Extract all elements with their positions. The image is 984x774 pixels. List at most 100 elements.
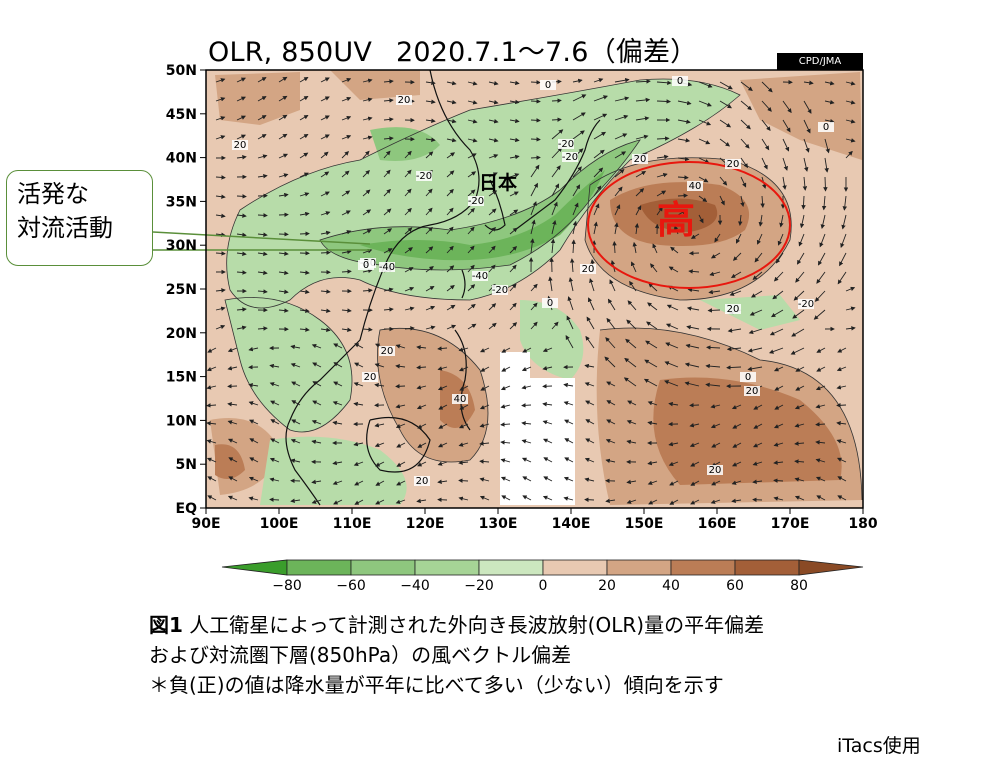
wind-arrow — [837, 271, 847, 285]
callout-pointer — [152, 231, 371, 245]
pos-patch-40 — [653, 377, 842, 485]
wind-arrow — [362, 97, 373, 102]
wind-arrow — [690, 499, 700, 505]
wind-arrow — [563, 476, 574, 482]
wind-arrow — [311, 479, 322, 485]
lat-tick-label: 20N — [166, 326, 197, 342]
contour-labels: 020200-20-20-20-40-20-20-40-2002040200-2… — [232, 76, 834, 487]
neg-band-40 — [320, 140, 640, 270]
wind-arrow — [458, 423, 469, 429]
wind-arrow — [698, 119, 712, 126]
wind-arrow — [782, 157, 788, 171]
wind-arrow — [761, 100, 772, 112]
wind-arrow — [416, 498, 427, 504]
wind-arrow — [479, 404, 490, 410]
wind-arrow — [396, 461, 406, 467]
wind-arrow — [290, 438, 301, 444]
wind-arrow — [437, 346, 448, 351]
wind-arrow — [530, 182, 538, 197]
wind-arrow — [521, 385, 532, 390]
wind-arrow — [845, 119, 856, 124]
wind-arrow — [509, 302, 517, 311]
wind-arrow — [586, 316, 595, 330]
wind-arrow — [605, 458, 616, 464]
wind-arrow — [840, 233, 847, 248]
wind-arrow — [353, 461, 364, 466]
wind-arrow — [467, 171, 477, 178]
wind-arrow — [417, 461, 427, 467]
figure-caption: 図1 人工衛星によって計測された外向き長波放射(OLR)量の平年偏差 および対流… — [149, 610, 764, 700]
wind-arrow — [824, 118, 835, 124]
wind-arrow — [374, 422, 385, 428]
wind-arrow — [794, 495, 805, 501]
wind-arrow — [845, 286, 856, 292]
contour-value-label: 20 — [727, 304, 740, 315]
wind-arrow — [467, 119, 478, 124]
wind-arrow — [647, 302, 658, 311]
wind-arrow — [207, 495, 217, 501]
wind-arrow — [839, 252, 847, 267]
wind-arrow — [333, 343, 343, 349]
wind-arrow — [362, 189, 371, 197]
wind-arrow — [299, 327, 310, 332]
wind-arrow — [823, 176, 828, 192]
wind-arrow — [530, 164, 540, 178]
wind-arrow — [677, 175, 689, 180]
wind-arrow — [530, 238, 535, 254]
contour-value-label: 20 — [381, 346, 394, 357]
wind-arrow — [705, 382, 721, 388]
wind-arrow — [299, 231, 310, 236]
wind-arrow — [215, 194, 226, 199]
wind-arrow — [752, 271, 763, 280]
wind-arrow — [278, 153, 289, 159]
contour-value-label: 20 — [364, 372, 377, 383]
wind-arrow — [542, 495, 553, 501]
wind-arrow — [341, 115, 352, 121]
wind-arrow — [333, 499, 343, 505]
pos-patch — [330, 70, 420, 100]
wind-arrow — [782, 176, 787, 190]
wind-arrow — [383, 228, 393, 235]
contour-value-label: 20 — [634, 154, 647, 165]
wind-arrow — [509, 137, 520, 143]
pos-patch — [740, 72, 862, 160]
wind-arrow — [770, 309, 784, 318]
wind-arrow — [425, 246, 434, 254]
lat-tick-label: 10N — [166, 413, 197, 429]
wind-arrow — [626, 499, 637, 504]
wind-arrow — [500, 422, 511, 427]
wind-arrow — [278, 114, 288, 121]
wind-arrow — [509, 283, 517, 292]
wind-arrow — [522, 347, 532, 353]
wind-arrow — [731, 480, 742, 485]
wind-arrow — [769, 347, 784, 354]
wind-arrow — [509, 173, 520, 178]
wind-arrow — [446, 226, 454, 235]
wind-arrow — [416, 404, 427, 410]
lon-tick-label: 150E — [625, 516, 664, 532]
wind-arrow — [593, 167, 604, 178]
wind-arrow — [269, 457, 280, 463]
wind-arrow — [779, 214, 784, 228]
wind-arrow — [509, 191, 519, 197]
wind-arrow — [572, 112, 586, 121]
wind-arrow — [320, 230, 331, 236]
wind-arrow — [605, 337, 616, 349]
wind-arrow — [438, 404, 448, 410]
wind-arrow — [362, 288, 373, 293]
wind-arrow — [815, 458, 826, 463]
wind-arrow — [607, 298, 616, 311]
wind-arrow — [564, 419, 574, 425]
wind-arrow — [488, 172, 498, 178]
wind-arrow — [584, 477, 595, 482]
wind-arrow — [480, 385, 490, 391]
colorbar-tick-label: 40 — [662, 578, 680, 594]
wind-arrow — [624, 357, 637, 368]
wind-arrow — [551, 165, 561, 178]
wind-arrow — [311, 419, 322, 425]
wind-arrow — [740, 81, 753, 92]
wind-arrow — [362, 150, 370, 159]
wind-arrow — [509, 246, 518, 254]
wind-arrow — [614, 133, 628, 140]
lat-tick-label: 50N — [166, 63, 197, 79]
